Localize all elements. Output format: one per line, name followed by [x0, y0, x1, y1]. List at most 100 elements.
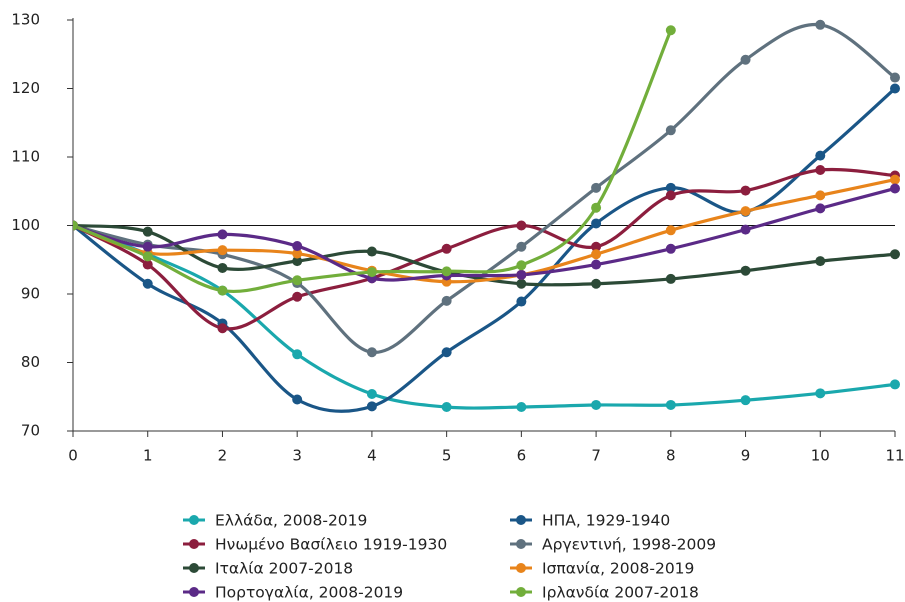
data-point	[591, 241, 602, 252]
series-line	[73, 22, 896, 354]
data-point	[292, 275, 303, 286]
data-point	[740, 224, 751, 235]
data-point	[441, 347, 452, 358]
x-tick-label: 10	[811, 447, 830, 465]
data-point	[217, 245, 228, 256]
data-point	[665, 125, 676, 136]
data-point	[890, 379, 900, 390]
data-point	[366, 401, 377, 412]
data-point	[591, 182, 602, 193]
legend-marker	[516, 587, 526, 597]
y-tick-label: 100	[11, 216, 40, 234]
data-point	[591, 399, 602, 410]
data-point	[815, 190, 826, 201]
legend-label: Πορτογαλία, 2008-2019	[215, 584, 403, 602]
data-point	[441, 243, 452, 254]
data-point	[217, 285, 228, 296]
legend-marker	[189, 587, 199, 597]
data-point	[890, 249, 900, 260]
x-tick-label: 6	[517, 447, 527, 465]
y-tick-label: 70	[21, 422, 40, 440]
y-tick-label: 110	[11, 148, 40, 166]
data-point	[665, 190, 676, 201]
data-point	[665, 273, 676, 284]
data-point	[142, 241, 153, 252]
legend-label: Ιταλία 2007-2018	[215, 560, 353, 578]
x-tick-label: 11	[885, 447, 904, 465]
data-point	[142, 226, 153, 237]
data-point	[740, 206, 751, 217]
data-point	[890, 72, 900, 83]
data-point	[217, 323, 228, 334]
data-point	[665, 25, 676, 36]
data-point	[292, 248, 303, 259]
data-point	[516, 402, 527, 413]
y-tick-label: 90	[21, 285, 40, 303]
data-point	[441, 295, 452, 306]
data-point	[292, 349, 303, 360]
legend-marker	[189, 563, 199, 573]
data-point	[292, 394, 303, 405]
legend-label: Ισπανία, 2008-2019	[542, 560, 694, 578]
legend-marker	[516, 539, 526, 549]
legend-label: Αργεντινή, 1998-2009	[542, 536, 716, 554]
y-tick-label: 130	[11, 11, 40, 29]
data-point	[142, 251, 153, 262]
y-tick-label: 80	[21, 353, 40, 371]
data-point	[740, 395, 751, 406]
data-point	[292, 241, 303, 252]
data-point	[591, 259, 602, 270]
data-point	[516, 241, 527, 252]
data-point	[665, 399, 676, 410]
series-line	[73, 186, 896, 282]
series-line	[73, 178, 896, 284]
x-tick-label: 1	[143, 447, 153, 465]
data-point	[441, 266, 452, 277]
data-point	[292, 256, 303, 267]
data-point	[366, 246, 377, 257]
data-point	[665, 225, 676, 236]
data-point	[73, 220, 78, 231]
data-point	[441, 402, 452, 413]
data-point	[366, 267, 377, 278]
data-point	[815, 256, 826, 267]
data-point	[740, 265, 751, 276]
legend-label: Ιρλανδία 2007-2018	[542, 584, 699, 602]
series-line	[73, 223, 896, 287]
legend-marker	[189, 539, 199, 549]
data-point	[516, 269, 527, 280]
data-point	[665, 182, 676, 193]
legend-label: Ελλάδα, 2008-2019	[215, 512, 367, 530]
data-point	[815, 165, 826, 176]
data-point	[591, 202, 602, 213]
y-tick-label: 120	[11, 79, 40, 97]
data-point	[142, 278, 153, 289]
data-point	[815, 388, 826, 399]
data-point	[815, 19, 826, 30]
data-point	[292, 291, 303, 302]
data-point	[516, 296, 527, 307]
x-tick-label: 5	[442, 447, 452, 465]
data-point	[740, 54, 751, 65]
legend-marker	[189, 515, 199, 525]
data-point	[516, 278, 527, 289]
data-point	[142, 259, 153, 270]
data-point	[740, 185, 751, 196]
data-point	[815, 150, 826, 161]
data-point	[217, 229, 228, 240]
data-point	[591, 218, 602, 229]
legend-label: ΗΠΑ, 1929-1940	[542, 512, 670, 530]
x-tick-label: 4	[367, 447, 377, 465]
legend-marker	[516, 563, 526, 573]
data-point	[890, 83, 900, 94]
data-point	[366, 347, 377, 358]
data-point	[516, 220, 527, 231]
data-point	[890, 174, 900, 185]
x-tick-label: 7	[591, 447, 601, 465]
x-tick-label: 2	[218, 447, 228, 465]
x-tick-label: 0	[68, 447, 78, 465]
legend-label: Ηνωμένο Βασίλειο 1919-1930	[215, 536, 447, 554]
data-point	[815, 203, 826, 214]
legend-marker	[516, 515, 526, 525]
